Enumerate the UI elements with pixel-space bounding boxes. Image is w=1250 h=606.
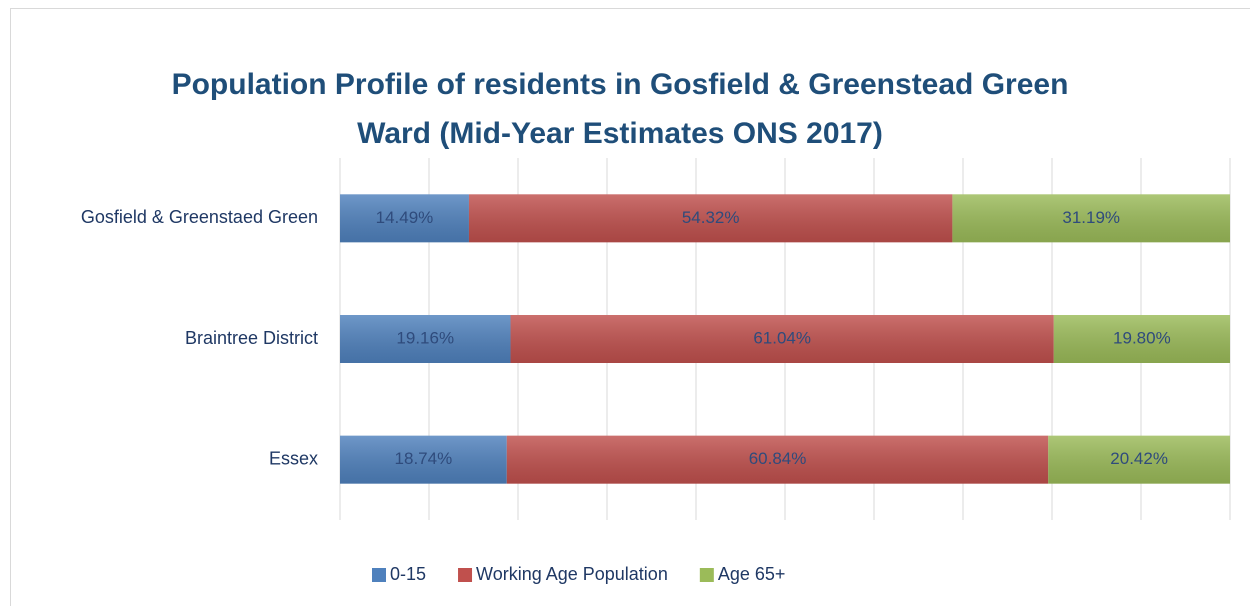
- chart-border: [10, 8, 1250, 606]
- value-label: 19.80%: [1113, 328, 1171, 347]
- bar-sheen: [340, 435, 507, 484]
- chart-title: Population Profile of residents in Gosfi…: [172, 68, 1069, 101]
- legend-label: 0-15: [390, 564, 426, 584]
- bar-sheen: [952, 194, 1230, 243]
- bar-sheen: [468, 194, 953, 243]
- y-tick-label: Essex: [269, 448, 318, 468]
- bar-sheen: [510, 315, 1054, 363]
- bar-sheen: [506, 435, 1049, 484]
- value-label: 54.32%: [682, 208, 740, 227]
- chart-subtitle: Ward (Mid-Year Estimates ONS 2017): [357, 117, 883, 150]
- value-label: 61.04%: [753, 328, 811, 347]
- legend-swatch: [372, 568, 386, 582]
- legend-swatch: [699, 568, 714, 582]
- value-label: 20.42%: [1110, 449, 1168, 468]
- legend-label: Age 65+: [718, 564, 786, 584]
- value-label: 31.19%: [1062, 208, 1120, 227]
- bar-sheen: [340, 315, 511, 363]
- value-label: 19.16%: [396, 328, 454, 347]
- value-label: 18.74%: [395, 449, 453, 468]
- legend-label: Working Age Population: [476, 564, 668, 584]
- y-tick-label: Braintree District: [185, 328, 318, 348]
- value-label: 14.49%: [376, 208, 434, 227]
- bar-sheen: [1053, 315, 1230, 363]
- y-tick-label: Gosfield & Greenstaed Green: [81, 207, 318, 227]
- value-label: 60.84%: [749, 449, 807, 468]
- legend-swatch: [458, 568, 473, 582]
- bar-sheen: [1048, 435, 1230, 484]
- bar-sheen: [340, 194, 469, 243]
